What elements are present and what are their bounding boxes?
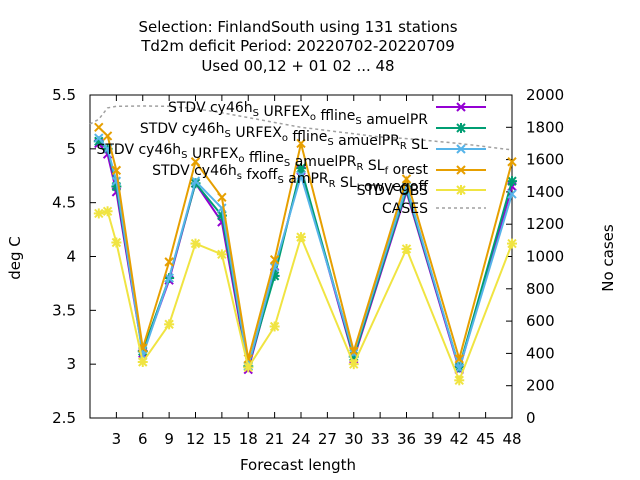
series-line <box>98 126 513 363</box>
y-tick-label: 2.5 <box>52 409 76 427</box>
chart-title: Selection: FinlandSouth using 131 statio… <box>138 18 457 75</box>
data-point <box>216 249 227 260</box>
legend-label: STDV OBS <box>357 183 428 199</box>
x-axis: 3 6 9 12 15 18 21 24 27 30 33 36 39 42 45 48 <box>112 95 522 448</box>
x-tick-label: 33 <box>371 430 390 448</box>
x-tick-label: 24 <box>291 430 310 448</box>
data-point <box>296 232 306 243</box>
data-point <box>454 375 465 386</box>
series-line <box>98 210 513 384</box>
x-tick-label: 12 <box>186 430 205 448</box>
x-tick-label: 48 <box>502 430 521 448</box>
x-tick-label: 36 <box>397 430 416 448</box>
y-tick-label: 3.5 <box>52 301 76 319</box>
data-point <box>164 257 174 267</box>
data-point <box>111 165 122 176</box>
data-point <box>164 319 175 330</box>
y2-tick-label: 1800 <box>526 118 564 136</box>
y-tick-label: 4 <box>66 248 76 266</box>
x-tick-label: 21 <box>265 430 284 448</box>
legend-marker <box>456 144 466 154</box>
series-3 <box>94 133 517 374</box>
x-tick-label: 30 <box>344 430 363 448</box>
title-line-2: Td2m deficit Period: 20220702-20220709 <box>140 37 455 55</box>
data-point <box>243 362 254 373</box>
data-point <box>269 255 280 265</box>
y-tick-label: 5.5 <box>52 86 76 104</box>
title-line-1: Selection: FinlandSouth using 131 statio… <box>138 18 457 36</box>
data-point <box>94 133 104 143</box>
legend-marker <box>456 102 466 112</box>
data-point <box>102 206 113 217</box>
y2-axis: 0 200 400 600 800 1000 1200 1400 1600 1800 2000 <box>506 86 564 427</box>
data-point <box>111 237 122 248</box>
x-tick-label: 9 <box>164 430 174 448</box>
data-point <box>93 208 104 219</box>
data-point <box>296 171 306 181</box>
series-5 <box>93 206 517 386</box>
y2-tick-label: 1600 <box>526 151 564 169</box>
data-point <box>507 157 517 167</box>
data-point <box>507 189 517 199</box>
data-point <box>296 163 306 174</box>
x-tick-label: 3 <box>112 430 122 448</box>
data-point <box>269 321 280 332</box>
series-layer <box>89 105 517 386</box>
y2-tick-label: 1200 <box>526 215 564 233</box>
series-line <box>98 137 513 372</box>
y2-tick-label: 1000 <box>526 248 564 266</box>
legend-label-cases: CASES <box>382 201 428 217</box>
x-tick-label: 15 <box>212 430 231 448</box>
x-tick-label: 27 <box>318 430 337 448</box>
data-point <box>401 243 412 254</box>
legend-label: STDV cy46hS URFEXo fflineS amuelPRR SLf … <box>96 142 428 178</box>
y2-tick-label: 0 <box>526 409 536 427</box>
data-point <box>217 192 227 202</box>
data-point <box>94 122 104 133</box>
y2-tick-label: 400 <box>526 344 555 362</box>
x-tick-label: 6 <box>138 430 148 448</box>
y2-axis-label: No cases <box>599 224 617 292</box>
y-tick-label: 3 <box>66 355 76 373</box>
data-point <box>401 174 412 184</box>
data-point <box>507 238 517 249</box>
y2-tick-label: 200 <box>526 377 555 395</box>
y-axis: 2.5 3 3.5 4 4.5 5 5.5 <box>52 86 96 427</box>
data-point <box>190 157 201 167</box>
data-point <box>349 346 359 356</box>
data-point <box>164 273 174 283</box>
x-tick-label: 42 <box>450 430 469 448</box>
data-point <box>507 176 517 187</box>
data-point <box>454 354 464 364</box>
data-point <box>102 131 113 141</box>
x-tick-label: 45 <box>476 430 495 448</box>
data-point <box>137 357 148 368</box>
legend-label: STDV cy46hS URFEXo fflineS amuelPRR SL <box>140 121 428 153</box>
data-point <box>348 359 359 370</box>
y2-tick-label: 800 <box>526 280 555 298</box>
y-tick-label: 4.5 <box>52 194 76 212</box>
legend-marker <box>456 185 466 195</box>
y2-tick-label: 2000 <box>526 86 564 104</box>
y2-tick-label: 600 <box>526 312 555 330</box>
data-point <box>296 138 306 149</box>
legend-label: STDV cy46hs fxoffS amPRR SLl owvegoff <box>152 163 428 195</box>
y2-tick-label: 1400 <box>526 183 564 201</box>
title-line-3: Used 00,12 + 01 02 ... 48 <box>201 57 394 75</box>
data-point <box>190 176 201 186</box>
x-tick-label: 39 <box>423 430 442 448</box>
legend-marker <box>456 165 466 175</box>
y-axis-label: deg C <box>6 236 24 280</box>
x-axis-label: Forecast length <box>240 456 356 474</box>
data-point <box>190 238 201 249</box>
series-line-cases <box>89 105 513 151</box>
legend-marker <box>456 123 466 133</box>
y-tick-label: 5 <box>66 140 76 158</box>
legend-label: STDV cy46hS URFEXo fflineS amuelPR <box>168 100 428 128</box>
x-tick-label: 18 <box>239 430 258 448</box>
